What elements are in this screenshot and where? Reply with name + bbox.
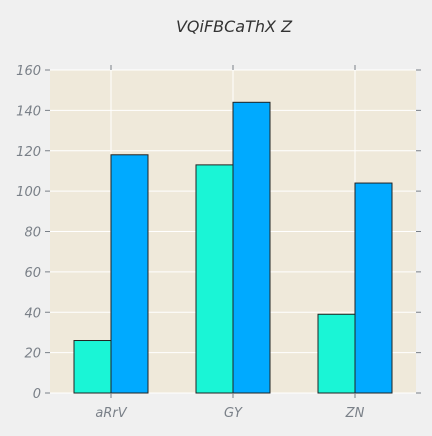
x-tick-label: aRrV [95,406,127,421]
y-tick-label: 140 [16,104,41,119]
bar-series-2-GY [232,101,271,394]
chart-title: VQiFBCaThX Z [176,17,293,36]
bar-series-1-GY [195,164,234,394]
bar-series-1-aRrV [73,340,112,394]
y-tick-label: 160 [16,64,41,79]
x-tick-label: ZN [345,406,365,421]
y-tick-label: 60 [24,266,41,281]
axes: 0 20 40 60 80 100 120 140 160 aRrV GY ZN [16,64,421,421]
y-tick-label: 0 [33,387,41,402]
y-tick-label: 100 [16,185,41,200]
bar-series-1-ZN [317,313,356,394]
y-tick-label: 20 [24,347,41,362]
x-tick-label: GY [224,406,243,421]
y-tick-label: 120 [16,145,41,160]
bar-series-2-ZN [354,182,393,394]
bars [73,101,393,394]
bar-series-2-aRrV [110,154,149,394]
y-tick-label: 80 [24,226,41,241]
y-tick-label: 40 [24,306,41,321]
